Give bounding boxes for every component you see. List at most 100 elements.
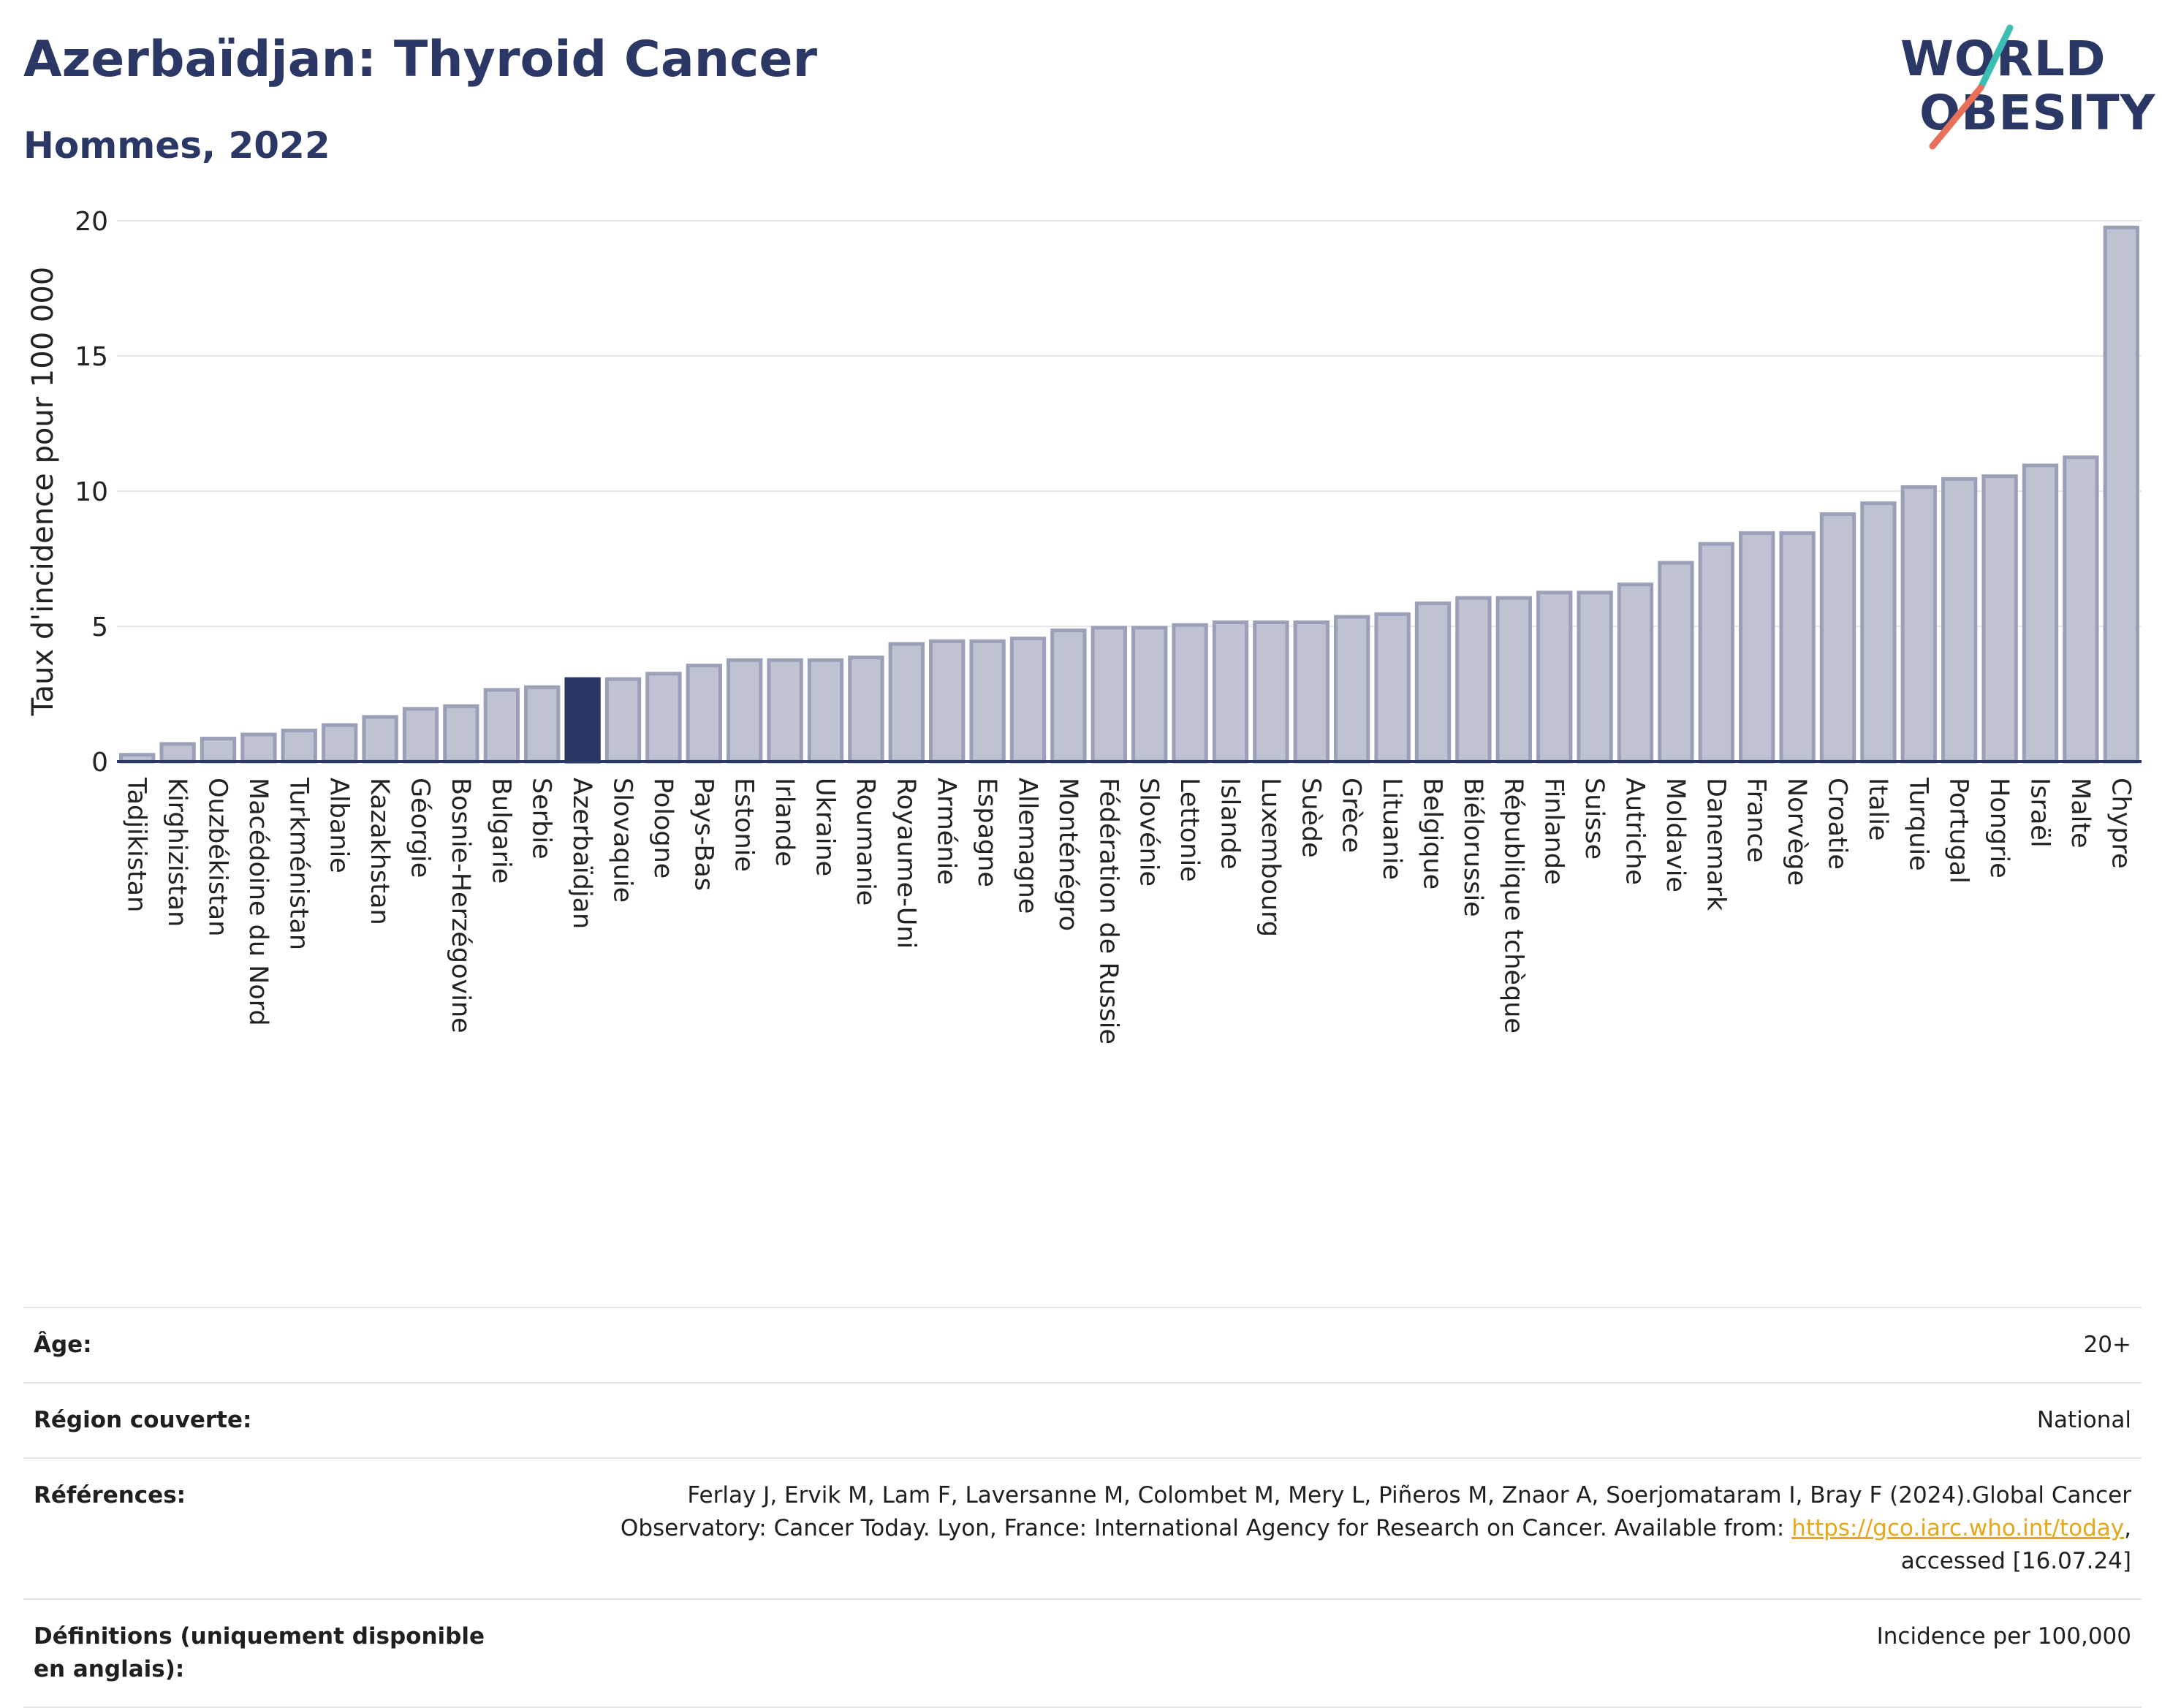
reference-text: Observatory: Cancer Today. Lyon, France:… bbox=[620, 1514, 1792, 1541]
y-tick-label: 5 bbox=[91, 612, 108, 642]
meta-row-age: Âge: 20+ bbox=[23, 1307, 2142, 1382]
bar bbox=[362, 715, 398, 764]
world-obesity-logo[interactable]: WORLD OBESITY bbox=[1900, 22, 2155, 161]
x-tick-label: Moldavie bbox=[1661, 778, 1690, 892]
bar bbox=[564, 677, 601, 764]
bar bbox=[159, 742, 196, 764]
x-tick-label: Finlande bbox=[1539, 778, 1569, 885]
bar bbox=[402, 707, 439, 764]
x-tick-label: France bbox=[1742, 778, 1771, 862]
bar bbox=[807, 658, 844, 764]
page-title: Azerbaïdjan: Thyroid Cancer bbox=[23, 31, 818, 88]
page-subtitle: Hommes, 2022 bbox=[23, 124, 330, 167]
x-tick-label: Ouzbékistan bbox=[203, 778, 232, 936]
bar bbox=[1536, 591, 1573, 764]
bar bbox=[2063, 455, 2099, 764]
bar bbox=[1374, 612, 1411, 764]
reference-line-3: accessed [16.07.24] bbox=[1900, 1547, 2131, 1574]
meta-value: Incidence per 100,000 bbox=[1876, 1622, 2131, 1650]
x-tick-label: Kazakhstan bbox=[365, 778, 394, 925]
x-tick-label: Turkménistan bbox=[284, 777, 313, 950]
y-tick-label: 20 bbox=[75, 207, 108, 237]
meta-value: Ferlay J, Ervik M, Lam F, Laversanne M, … bbox=[621, 1479, 2131, 1578]
x-tick-label: Fédération de Russie bbox=[1093, 778, 1123, 1044]
x-tick-label: Islande bbox=[1215, 778, 1245, 870]
meta-value: 20+ bbox=[2083, 1332, 2131, 1358]
bar bbox=[645, 672, 682, 764]
bar bbox=[1860, 501, 1897, 764]
bar bbox=[848, 656, 884, 764]
reference-link[interactable]: https://gco.iarc.who.int/today bbox=[1791, 1514, 2125, 1541]
y-tick-label: 15 bbox=[75, 342, 108, 372]
bar bbox=[1739, 531, 1775, 764]
x-tick-label: Espagne bbox=[972, 778, 1001, 887]
bar bbox=[281, 728, 317, 764]
x-tick-label: Tadjikistan bbox=[122, 777, 151, 912]
x-tick-label: Chypre bbox=[2106, 778, 2135, 869]
bar bbox=[322, 723, 358, 764]
bar bbox=[1455, 596, 1492, 764]
bar bbox=[443, 704, 479, 764]
logo-slash-icon bbox=[1929, 24, 2014, 150]
x-tick-label: Belgique bbox=[1418, 778, 1447, 889]
meta-row-definitions: Définitions (uniquement disponible en an… bbox=[23, 1598, 2142, 1708]
bar bbox=[686, 664, 722, 764]
bar bbox=[1050, 629, 1087, 764]
bar bbox=[1495, 596, 1532, 764]
x-tick-label: Suisse bbox=[1579, 778, 1609, 859]
bar bbox=[524, 685, 561, 764]
meta-label: Âge: bbox=[34, 1332, 92, 1358]
bar bbox=[1334, 615, 1370, 764]
bar bbox=[604, 677, 642, 764]
bar bbox=[2103, 225, 2139, 764]
meta-row-references: Références: Ferlay J, Ervik M, Lam F, La… bbox=[23, 1457, 2142, 1598]
bar bbox=[1941, 477, 1978, 764]
x-tick-label: Slovénie bbox=[1134, 778, 1164, 887]
x-tick-label: Croatie bbox=[1823, 778, 1852, 870]
reference-line-1: Ferlay J, Ervik M, Lam F, Laversanne M, … bbox=[687, 1481, 2131, 1508]
x-tick-label: Serbie bbox=[527, 778, 556, 859]
x-tick-label: Slovaquie bbox=[608, 778, 637, 903]
x-tick-label: Azerbaïdjan bbox=[567, 778, 596, 929]
y-axis-label: Taux d'incidence pour 100 000 bbox=[26, 267, 60, 716]
bar bbox=[2022, 463, 2059, 764]
x-tick-label: Kirghizistan bbox=[162, 778, 191, 927]
bar bbox=[1131, 626, 1168, 764]
x-tick-label: Grèce bbox=[1337, 778, 1366, 853]
bar bbox=[767, 658, 803, 764]
x-tick-label: Italie bbox=[1863, 778, 1892, 840]
x-tick-label: Macédoine du Nord bbox=[243, 778, 273, 1026]
bar bbox=[929, 639, 966, 764]
y-tick-label: 0 bbox=[91, 748, 108, 778]
x-tick-label: République tchèque bbox=[1498, 778, 1528, 1033]
reference-punct: , bbox=[2124, 1514, 2131, 1541]
bar bbox=[888, 642, 925, 764]
bar bbox=[727, 658, 763, 764]
x-tick-label: Suède bbox=[1296, 778, 1325, 858]
bar-chart: 0 5 10 15 20 Taux d'incidence pour 100 000 Tad… bbox=[26, 207, 2142, 1044]
bar bbox=[1617, 582, 1654, 764]
bar bbox=[1779, 531, 1816, 764]
bar bbox=[1577, 591, 1613, 764]
x-tick-label: Biélorussie bbox=[1458, 778, 1487, 917]
bar bbox=[1900, 485, 1937, 764]
meta-row-region: Région couverte: National bbox=[23, 1381, 2142, 1457]
x-tick-label: Albanie bbox=[325, 778, 354, 873]
x-tick-label: Pologne bbox=[648, 778, 678, 878]
x-tick-label: Portugal bbox=[1944, 778, 1973, 884]
bar bbox=[1658, 561, 1694, 764]
x-tick-label: Allemagne bbox=[1013, 778, 1042, 914]
bar bbox=[1172, 623, 1208, 764]
x-tick-label: Bulgarie bbox=[486, 778, 515, 884]
x-tick-label: Ukraine bbox=[811, 778, 840, 876]
bar bbox=[483, 688, 520, 764]
metadata-table: Âge: 20+ Région couverte: National Référ… bbox=[23, 1307, 2142, 1708]
bar bbox=[1009, 637, 1047, 764]
bar bbox=[1819, 512, 1856, 764]
bar bbox=[200, 737, 237, 764]
x-tick-label: Malte bbox=[2066, 778, 2095, 849]
bar bbox=[240, 732, 277, 764]
x-tick-label: Estonie bbox=[729, 778, 759, 872]
x-tick-label: Norvège bbox=[1782, 778, 1811, 886]
x-tick-label: Bosnie-Herzégovine bbox=[446, 778, 475, 1033]
